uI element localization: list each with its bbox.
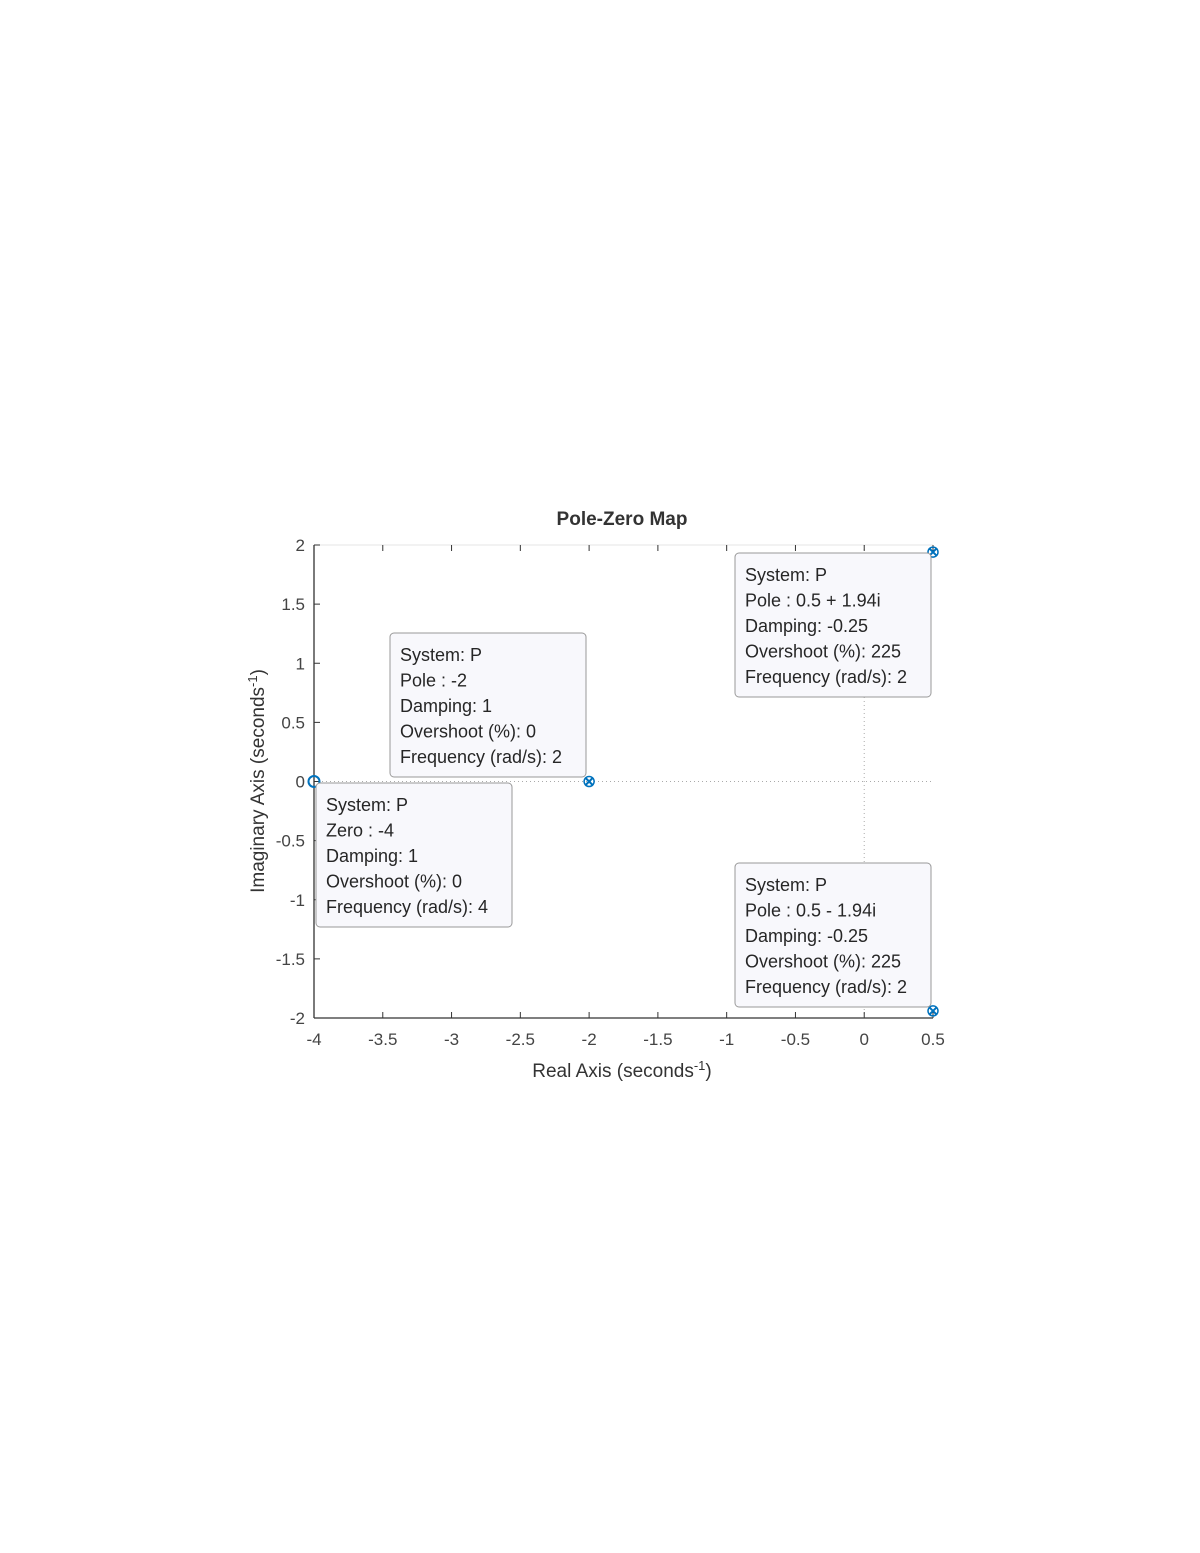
y-axis-label: Imaginary Axis (seconds-1) — [245, 669, 270, 893]
datatip-line: Damping: 1 — [400, 696, 492, 716]
pole-marker — [584, 776, 594, 787]
chart-title: Pole-Zero Map — [557, 509, 688, 530]
x-axis-label-suffix: ) — [705, 1061, 711, 1082]
x-tick-label: 0 — [859, 1030, 868, 1049]
y-tick-label: 0.5 — [281, 713, 305, 732]
x-tick-label: 0.5 — [921, 1030, 945, 1049]
datatip-line: Pole : 0.5 - 1.94i — [745, 901, 876, 921]
y-tick-label: -2 — [290, 1009, 305, 1028]
datatip-line: System: P — [745, 565, 827, 585]
x-tick-label: -1 — [719, 1030, 734, 1049]
datatip-line: System: P — [326, 795, 408, 815]
y-axis-label-suffix: ) — [248, 669, 269, 675]
datatip-line: Overshoot (%): 225 — [745, 642, 901, 662]
x-tick-label: -1.5 — [643, 1030, 672, 1049]
x-tick-label: -2.5 — [506, 1030, 535, 1049]
zero-marker — [307, 775, 321, 788]
pole-halo — [927, 546, 939, 558]
datatip-line: Frequency (rad/s): 2 — [745, 667, 907, 687]
pole-halo — [927, 1005, 939, 1017]
datatip-line: Overshoot (%): 225 — [745, 952, 901, 972]
datatip-line: System: P — [745, 875, 827, 895]
x-tick-label: -3.5 — [368, 1030, 397, 1049]
datatip-box — [389, 632, 587, 778]
datatip-line: Overshoot (%): 0 — [326, 872, 462, 892]
datatip-line: Overshoot (%): 0 — [400, 722, 536, 742]
x-tick-label: -3 — [444, 1030, 459, 1049]
x-axis-label-text: Real Axis (seconds — [532, 1061, 694, 1082]
datatip-line: Frequency (rad/s): 4 — [326, 897, 488, 917]
y-tick-label: 1 — [296, 654, 305, 673]
x-tick-label: -0.5 — [781, 1030, 810, 1049]
y-tick-label: -1.5 — [276, 950, 305, 969]
y-tick-label: 1.5 — [281, 595, 305, 614]
y-tick-label: -1 — [290, 891, 305, 910]
datatip-line: Frequency (rad/s): 2 — [400, 747, 562, 767]
x-tick-label: -4 — [306, 1030, 321, 1049]
pole-marker — [928, 1006, 938, 1016]
datatip-line: Pole : 0.5 + 1.94i — [745, 591, 881, 611]
y-axis-label-text: Imaginary Axis (seconds — [248, 687, 269, 893]
y-axis-label-superscript: -1 — [245, 675, 260, 687]
datatip-box — [734, 552, 932, 698]
y-tick-label: 0 — [296, 773, 305, 792]
pole-halo — [583, 775, 595, 788]
datatip-line: Zero : -4 — [326, 821, 394, 841]
y-tick-label: 2 — [296, 536, 305, 555]
datatip-box — [734, 862, 932, 1008]
x-axis-label-superscript: -1 — [694, 1058, 706, 1073]
x-tick-label: -2 — [582, 1030, 597, 1049]
datatip-line: Damping: -0.25 — [745, 616, 868, 636]
datatip-line: Damping: -0.25 — [745, 926, 868, 946]
datatip-box — [315, 782, 513, 928]
x-axis-label: Real Axis (seconds-1) — [532, 1058, 711, 1083]
datatip-line: Damping: 1 — [326, 846, 418, 866]
datatip-line: Pole : -2 — [400, 671, 467, 691]
y-tick-label: -0.5 — [276, 832, 305, 851]
datatip-line: System: P — [400, 645, 482, 665]
datatip-line: Frequency (rad/s): 2 — [745, 977, 907, 997]
